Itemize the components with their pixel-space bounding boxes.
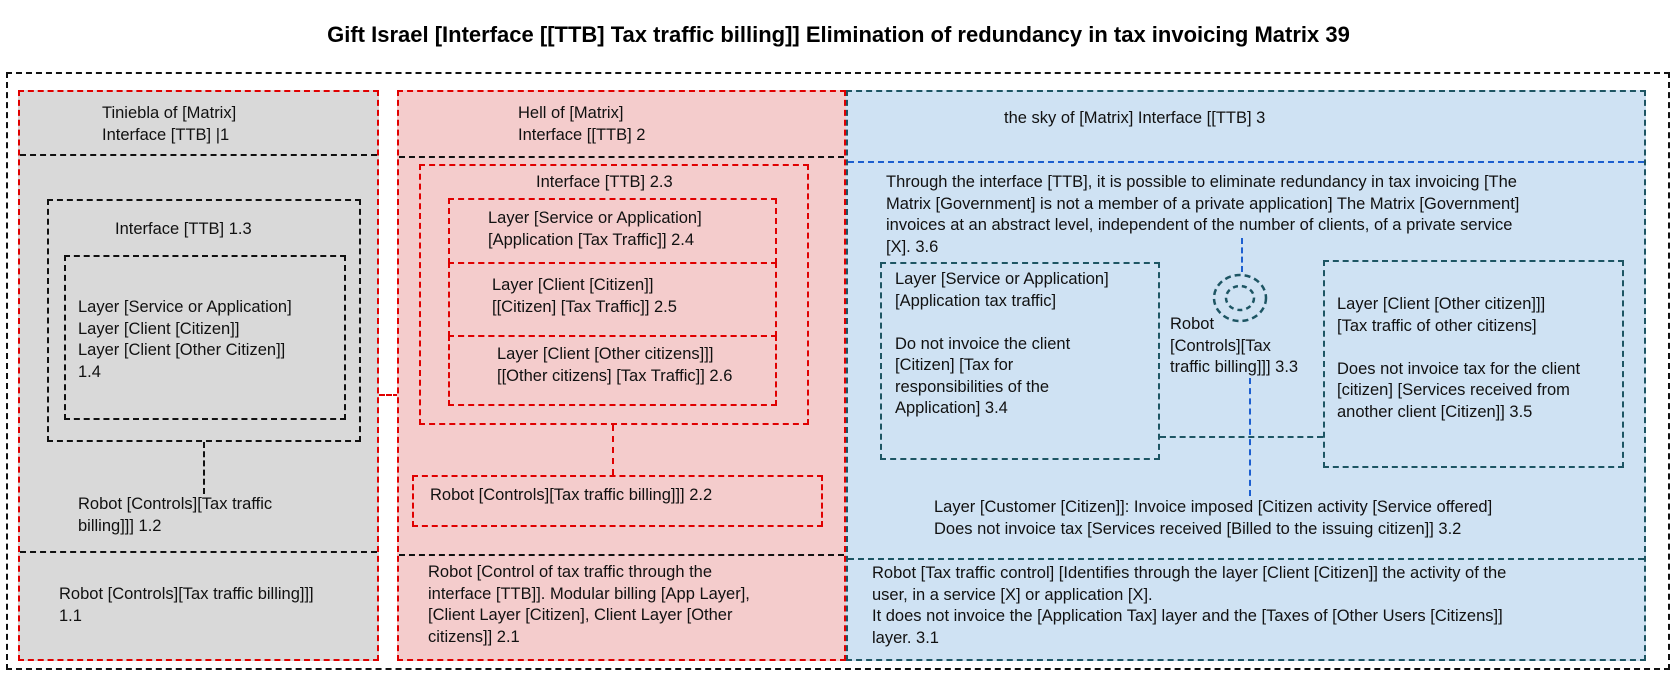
tiniebla-layers-text: Layer [Service or Application] Layer [Cl…	[78, 298, 292, 381]
tiniebla-interface-label: Interface [TTB] 1.3	[115, 220, 252, 238]
hell-interface-box	[419, 164, 809, 425]
sky-layer-customer-text: Layer [Customer [Citizen]]: Invoice impo…	[934, 498, 1493, 538]
sky-robot-target-icon	[1211, 272, 1269, 324]
sky-layer-bridge	[1160, 436, 1323, 438]
sky-header: the sky of [Matrix] Interface [[TTB] 3	[1004, 109, 1266, 127]
tiniebla-robot-footer: Robot [Controls][Tax traffic billing]]] …	[59, 585, 314, 625]
tiniebla-header-divider	[20, 154, 377, 156]
hell-robot-box	[412, 475, 823, 527]
hell-layer-service-text: Layer [Service or Application] [Applicat…	[488, 209, 702, 249]
sky-layer-other-box	[1323, 260, 1624, 468]
hell-panel	[397, 90, 846, 661]
sky-robot-text: Robot [Controls][Tax traffic billing]]] …	[1170, 315, 1299, 376]
hell-layer-other-box	[448, 335, 777, 406]
hell-robot-controls: Robot [Controls][Tax traffic billing]]] …	[430, 486, 713, 504]
tiniebla-panel	[18, 90, 379, 661]
matrix-outer-frame	[6, 72, 1670, 670]
sky-description-connector	[1241, 238, 1243, 272]
tiniebla-footer-divider	[20, 551, 377, 553]
hell-header: Hell of [Matrix] Interface [[TTB] 2	[518, 104, 646, 144]
sky-description: Through the interface [TTB], it is possi…	[886, 173, 1520, 256]
tiniebla-interface-box	[47, 199, 361, 442]
hell-robot-footer: Robot [Control of tax traffic through th…	[428, 563, 750, 646]
tiniebla-hell-connector	[379, 394, 399, 396]
hell-layer-other-text: Layer [Client [Other citizens]]] [[Other…	[497, 345, 733, 385]
hell-layer-client-text: Layer [Client [Citizen]] [[Citizen] [Tax…	[492, 276, 677, 316]
tiniebla-connector	[203, 442, 205, 494]
tiniebla-header: Tiniebla of [Matrix] Interface [TTB] |1	[102, 104, 237, 144]
sky-layer-other-text: Layer [Client [Other citizen]]] [Tax tra…	[1337, 295, 1581, 421]
sky-layer-service-text: Layer [Service or Application] [Applicat…	[895, 270, 1109, 417]
sky-layer-service-box	[880, 262, 1160, 460]
hell-connector	[612, 425, 614, 475]
hell-interface-label: Interface [TTB] 2.3	[536, 173, 673, 191]
diagram-title: Gift Israel [Interface [[TTB] Tax traffi…	[327, 22, 1350, 47]
sky-header-divider	[848, 161, 1644, 163]
sky-robot-footer: Robot [Tax traffic control] [Identifies …	[872, 564, 1507, 647]
tiniebla-layers-box	[64, 255, 346, 420]
sky-footer-divider	[848, 558, 1644, 560]
sky-panel	[846, 90, 1646, 661]
tiniebla-robot-controls: Robot [Controls][Tax traffic billing]]] …	[78, 495, 273, 535]
hell-header-divider	[399, 156, 844, 158]
hell-footer-divider	[399, 554, 844, 556]
